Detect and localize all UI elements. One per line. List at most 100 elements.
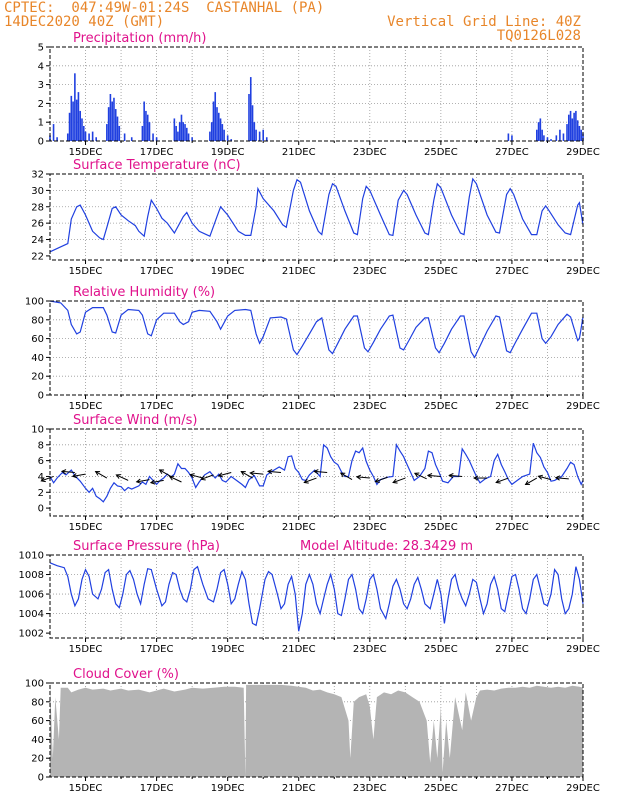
- y-tick-label: 1010: [19, 551, 44, 562]
- precip-bar: [77, 92, 80, 141]
- wind-arrow: [303, 477, 317, 484]
- x-tick-label: 25DEC: [424, 522, 458, 533]
- wind-arrow: [266, 469, 282, 475]
- x-tick-label: 23DEC: [353, 644, 387, 655]
- precip-bar: [559, 129, 561, 141]
- precip-bar: [148, 122, 151, 141]
- panel-subtitle: Model Altitude: 28.3429 m: [300, 539, 473, 554]
- y-tick-label: 4: [38, 61, 44, 72]
- precip-bar: [262, 129, 264, 141]
- x-tick-label: 29DEC: [566, 266, 600, 277]
- panel-title: Surface Wind (m/s): [73, 413, 197, 428]
- x-tick-label: 15DEC: [69, 401, 103, 412]
- x-tick-label: 15DEC: [69, 147, 103, 158]
- x-tick-label: 25DEC: [424, 783, 458, 794]
- panel-3: 0 2 4 6 8 10 15DEC 17DEC 19DEC 21DEC 23DEC 25DEC 27D…: [31, 413, 600, 533]
- precip-bar: [223, 129, 225, 141]
- x-tick-label: 27DEC: [495, 401, 529, 412]
- y-tick-label: 60: [31, 334, 44, 345]
- x-tick-label: 21DEC: [282, 783, 316, 794]
- precip-bar: [550, 139, 552, 141]
- x-tick-label: 27DEC: [495, 644, 529, 655]
- precip-bar: [216, 107, 218, 141]
- precip-bar: [186, 127, 188, 141]
- y-tick-label: 0: [38, 137, 44, 148]
- x-tick-label: 21DEC: [282, 401, 316, 412]
- wind-arrow: [158, 469, 172, 477]
- wind-arrow: [240, 471, 253, 479]
- precip-bar: [214, 92, 217, 141]
- precip-bar: [580, 129, 583, 141]
- precip-bar: [571, 118, 574, 141]
- precip-bar: [82, 125, 85, 141]
- x-tick-label: 17DEC: [140, 522, 174, 533]
- precip-bar: [541, 129, 543, 141]
- x-tick-label: 19DEC: [211, 522, 245, 533]
- x-tick-label: 21DEC: [282, 644, 316, 655]
- x-tick-label: 15DEC: [69, 783, 103, 794]
- wind-arrow: [426, 473, 441, 479]
- panel-4: 1002 1004 1006 1008 1010 15DEC 17DEC 19DEC 21DEC…: [19, 539, 600, 655]
- y-tick-label: 0: [38, 773, 44, 784]
- precip-bar: [146, 114, 149, 141]
- precip-bar: [173, 118, 176, 141]
- precip-bar: [107, 107, 110, 141]
- wind-arrow: [71, 473, 86, 479]
- y-tick-label: 80: [31, 315, 44, 326]
- precip-bar: [70, 95, 73, 141]
- y-tick-label: 20: [31, 754, 44, 765]
- precip-bar: [582, 133, 584, 141]
- wind-arrow: [537, 474, 552, 481]
- wind-arrow: [94, 471, 108, 479]
- precip-bar: [91, 131, 94, 141]
- y-tick-label: 40: [31, 735, 44, 746]
- precip-bar: [143, 101, 145, 141]
- wind-arrow: [249, 470, 264, 476]
- precip-bar: [88, 133, 90, 141]
- precip-bar: [180, 114, 183, 141]
- y-tick-label: 100: [25, 679, 44, 690]
- x-tick-label: 23DEC: [353, 522, 387, 533]
- x-tick-label: 19DEC: [211, 401, 245, 412]
- x-tick-label: 23DEC: [353, 266, 387, 277]
- precip-bar: [217, 112, 220, 141]
- precip-bar: [49, 135, 51, 141]
- x-tick-label: 19DEC: [211, 147, 245, 158]
- precip-bar: [249, 77, 252, 141]
- wind-arrow: [168, 475, 182, 483]
- y-tick-label: 0: [38, 391, 44, 402]
- precip-bar: [66, 133, 69, 141]
- x-tick-label: 27DEC: [495, 522, 529, 533]
- precip-bar: [210, 122, 213, 141]
- precip-bar: [116, 116, 119, 141]
- x-tick-label: 27DEC: [495, 783, 529, 794]
- x-tick-label: 19DEC: [211, 266, 245, 277]
- x-tick-label: 15DEC: [69, 644, 103, 655]
- series-line: [49, 562, 584, 632]
- precip-bar: [265, 137, 268, 141]
- x-tick-label: 17DEC: [140, 401, 174, 412]
- precip-bar: [113, 97, 115, 141]
- wind-arrow: [413, 472, 427, 480]
- x-tick-label: 25DEC: [424, 266, 458, 277]
- x-tick-label: 21DEC: [282, 147, 316, 158]
- precip-bar: [109, 94, 112, 141]
- precip-bar: [219, 118, 222, 141]
- wind-arrow: [40, 475, 54, 483]
- series-line: [49, 300, 584, 359]
- x-tick-label: 21DEC: [282, 266, 316, 277]
- wind-arrow: [554, 475, 569, 481]
- precip-bar: [114, 109, 117, 141]
- wind-arrow: [374, 476, 388, 483]
- precip-bar: [209, 131, 211, 141]
- y-tick-label: 24: [31, 235, 44, 246]
- wind-arrow: [448, 473, 463, 479]
- y-tick-label: 2: [38, 99, 44, 110]
- wind-arrow: [200, 474, 214, 481]
- x-tick-label: 17DEC: [140, 644, 174, 655]
- x-tick-label: 25DEC: [424, 401, 458, 412]
- precip-bar: [569, 110, 572, 141]
- precip-bar: [106, 124, 108, 141]
- precip-bar: [230, 139, 233, 141]
